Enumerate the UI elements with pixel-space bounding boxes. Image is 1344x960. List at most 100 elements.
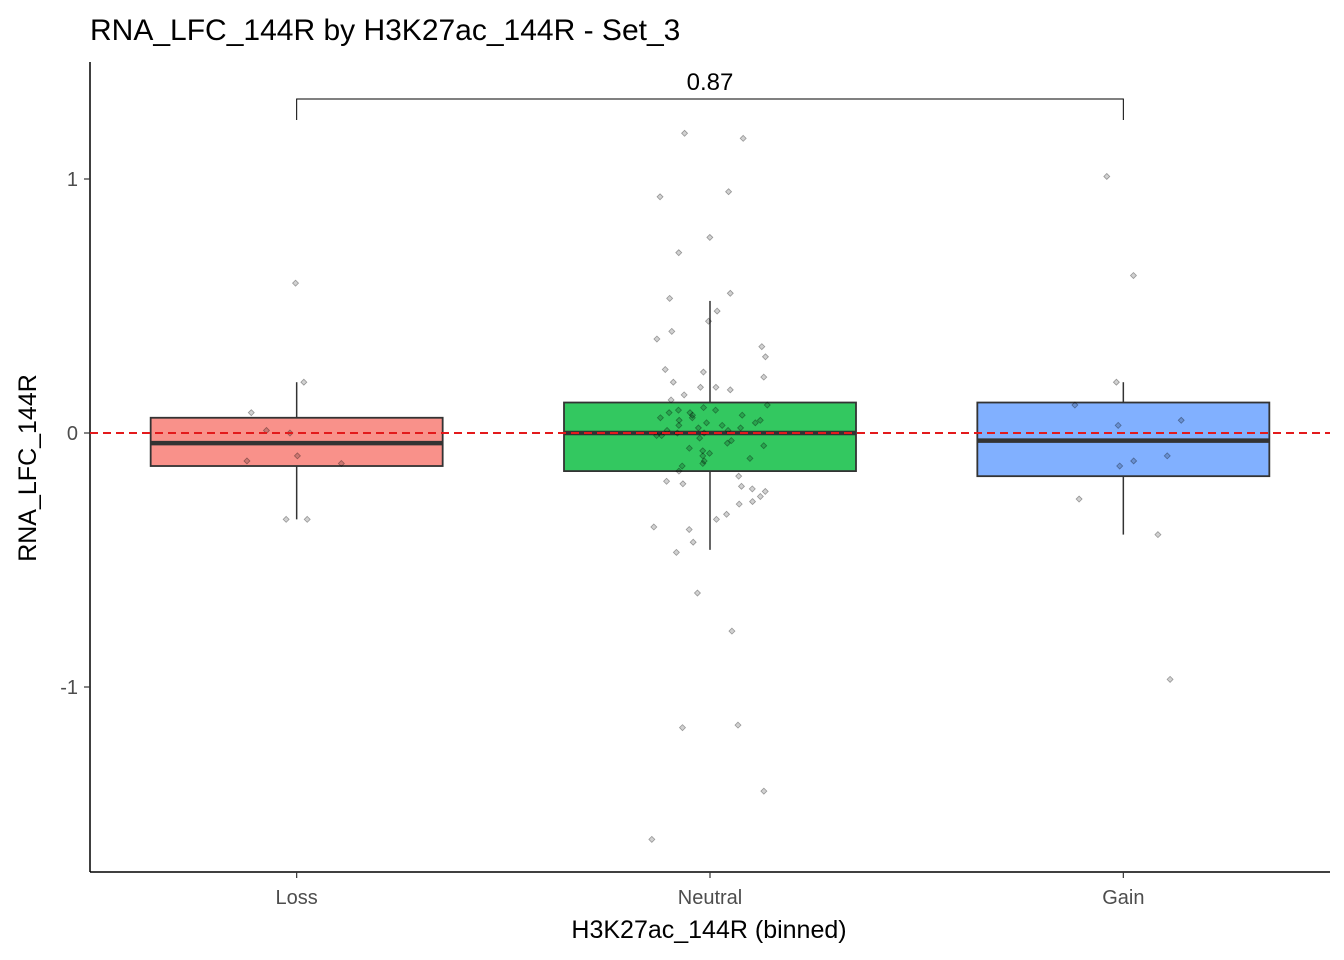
- data-point: [656, 193, 664, 201]
- data-point: [653, 335, 661, 343]
- data-point: [758, 343, 766, 351]
- data-point: [337, 459, 345, 468]
- data-point: [674, 406, 683, 414]
- x-axis-title: H3K27ac_144R (binned): [571, 916, 846, 944]
- data-point: [760, 373, 768, 381]
- data-point: [712, 515, 721, 523]
- data-point: [291, 279, 300, 287]
- data-point: [243, 457, 251, 465]
- data-point: [702, 419, 711, 427]
- data-point: [738, 411, 746, 419]
- data-point: [1166, 675, 1174, 683]
- data-point: [748, 485, 756, 493]
- data-point: [725, 188, 733, 196]
- data-point: [680, 391, 688, 399]
- data-point: [680, 129, 689, 137]
- y-tick-label: 0: [67, 423, 78, 445]
- data-point: [665, 409, 673, 417]
- data-point: [712, 383, 720, 391]
- data-point: [723, 439, 731, 447]
- x-tick-label: Neutral: [678, 887, 742, 909]
- data-point: [726, 289, 734, 297]
- data-point: [756, 416, 764, 424]
- data-point: [728, 627, 736, 635]
- data-point: [739, 134, 747, 142]
- data-point: [760, 442, 768, 450]
- comparison-bracket: [296, 98, 1124, 120]
- data-point: [722, 510, 731, 518]
- data-point: [700, 457, 708, 465]
- data-point: [1129, 271, 1138, 280]
- y-tick-label: -1: [60, 677, 78, 699]
- data-point: [735, 500, 743, 508]
- data-point: [282, 515, 290, 523]
- data-point: [686, 409, 694, 417]
- plot-area: -1 0 1 Loss Neutral Gain 0.87: [60, 62, 1330, 909]
- data-point: [711, 406, 720, 414]
- data-point: [648, 835, 656, 843]
- data-point: [1116, 462, 1124, 470]
- data-point: [706, 233, 714, 241]
- data-point: [300, 378, 308, 386]
- data-point: [696, 383, 705, 391]
- y-tick-label: 1: [67, 169, 78, 191]
- data-point: [704, 317, 713, 325]
- data-point: [748, 498, 757, 506]
- chart-title: RNA_LFC_144R by H3K27ac_144R - Set_3: [90, 14, 680, 47]
- data-point: [1071, 401, 1079, 409]
- y-axis-title: RNA_LFC_144R: [14, 374, 42, 562]
- data-point: [678, 462, 686, 470]
- data-point: [688, 411, 697, 419]
- data-point: [693, 589, 702, 597]
- data-point: [656, 414, 664, 422]
- data-point: [713, 307, 721, 315]
- data-point: [727, 437, 735, 445]
- data-point: [1112, 378, 1120, 386]
- data-point: [761, 487, 769, 495]
- data-point: [694, 424, 702, 432]
- data-point: [675, 467, 683, 475]
- data-point: [675, 249, 683, 257]
- data-point: [672, 548, 680, 556]
- data-point: [689, 538, 697, 546]
- data-point: [675, 421, 683, 429]
- data-point: [699, 452, 707, 460]
- data-point: [666, 294, 674, 302]
- data-point: [700, 404, 708, 412]
- data-point: [669, 378, 677, 386]
- data-point: [685, 444, 693, 452]
- data-point: [688, 414, 696, 422]
- data-point: [699, 368, 707, 376]
- data-point: [1103, 172, 1111, 181]
- x-tick-label: Gain: [1102, 887, 1144, 909]
- data-point: [746, 454, 754, 462]
- data-point: [699, 447, 707, 455]
- data-point: [760, 787, 768, 795]
- data-point: [736, 424, 745, 432]
- data-point: [658, 431, 666, 440]
- data-point: [668, 327, 676, 335]
- data-point: [756, 492, 764, 501]
- data-point: [679, 480, 687, 488]
- box-neutral: [563, 401, 857, 472]
- data-point: [678, 724, 687, 732]
- data-point: [696, 434, 704, 442]
- data-point: [1154, 531, 1162, 539]
- data-point: [661, 365, 669, 374]
- data-point: [675, 416, 683, 424]
- data-point: [699, 459, 707, 468]
- data-point: [761, 353, 770, 361]
- data-point: [751, 419, 759, 427]
- data-point: [718, 421, 726, 429]
- data-point: [662, 477, 671, 485]
- data-point: [1177, 416, 1185, 424]
- data-point: [667, 396, 675, 404]
- data-point: [1075, 495, 1083, 503]
- data-point: [650, 523, 658, 531]
- data-point: [1114, 421, 1122, 429]
- data-point: [685, 525, 693, 534]
- data-point: [303, 515, 311, 523]
- x-tick-label: Loss: [276, 887, 318, 909]
- data-point: [1163, 452, 1171, 460]
